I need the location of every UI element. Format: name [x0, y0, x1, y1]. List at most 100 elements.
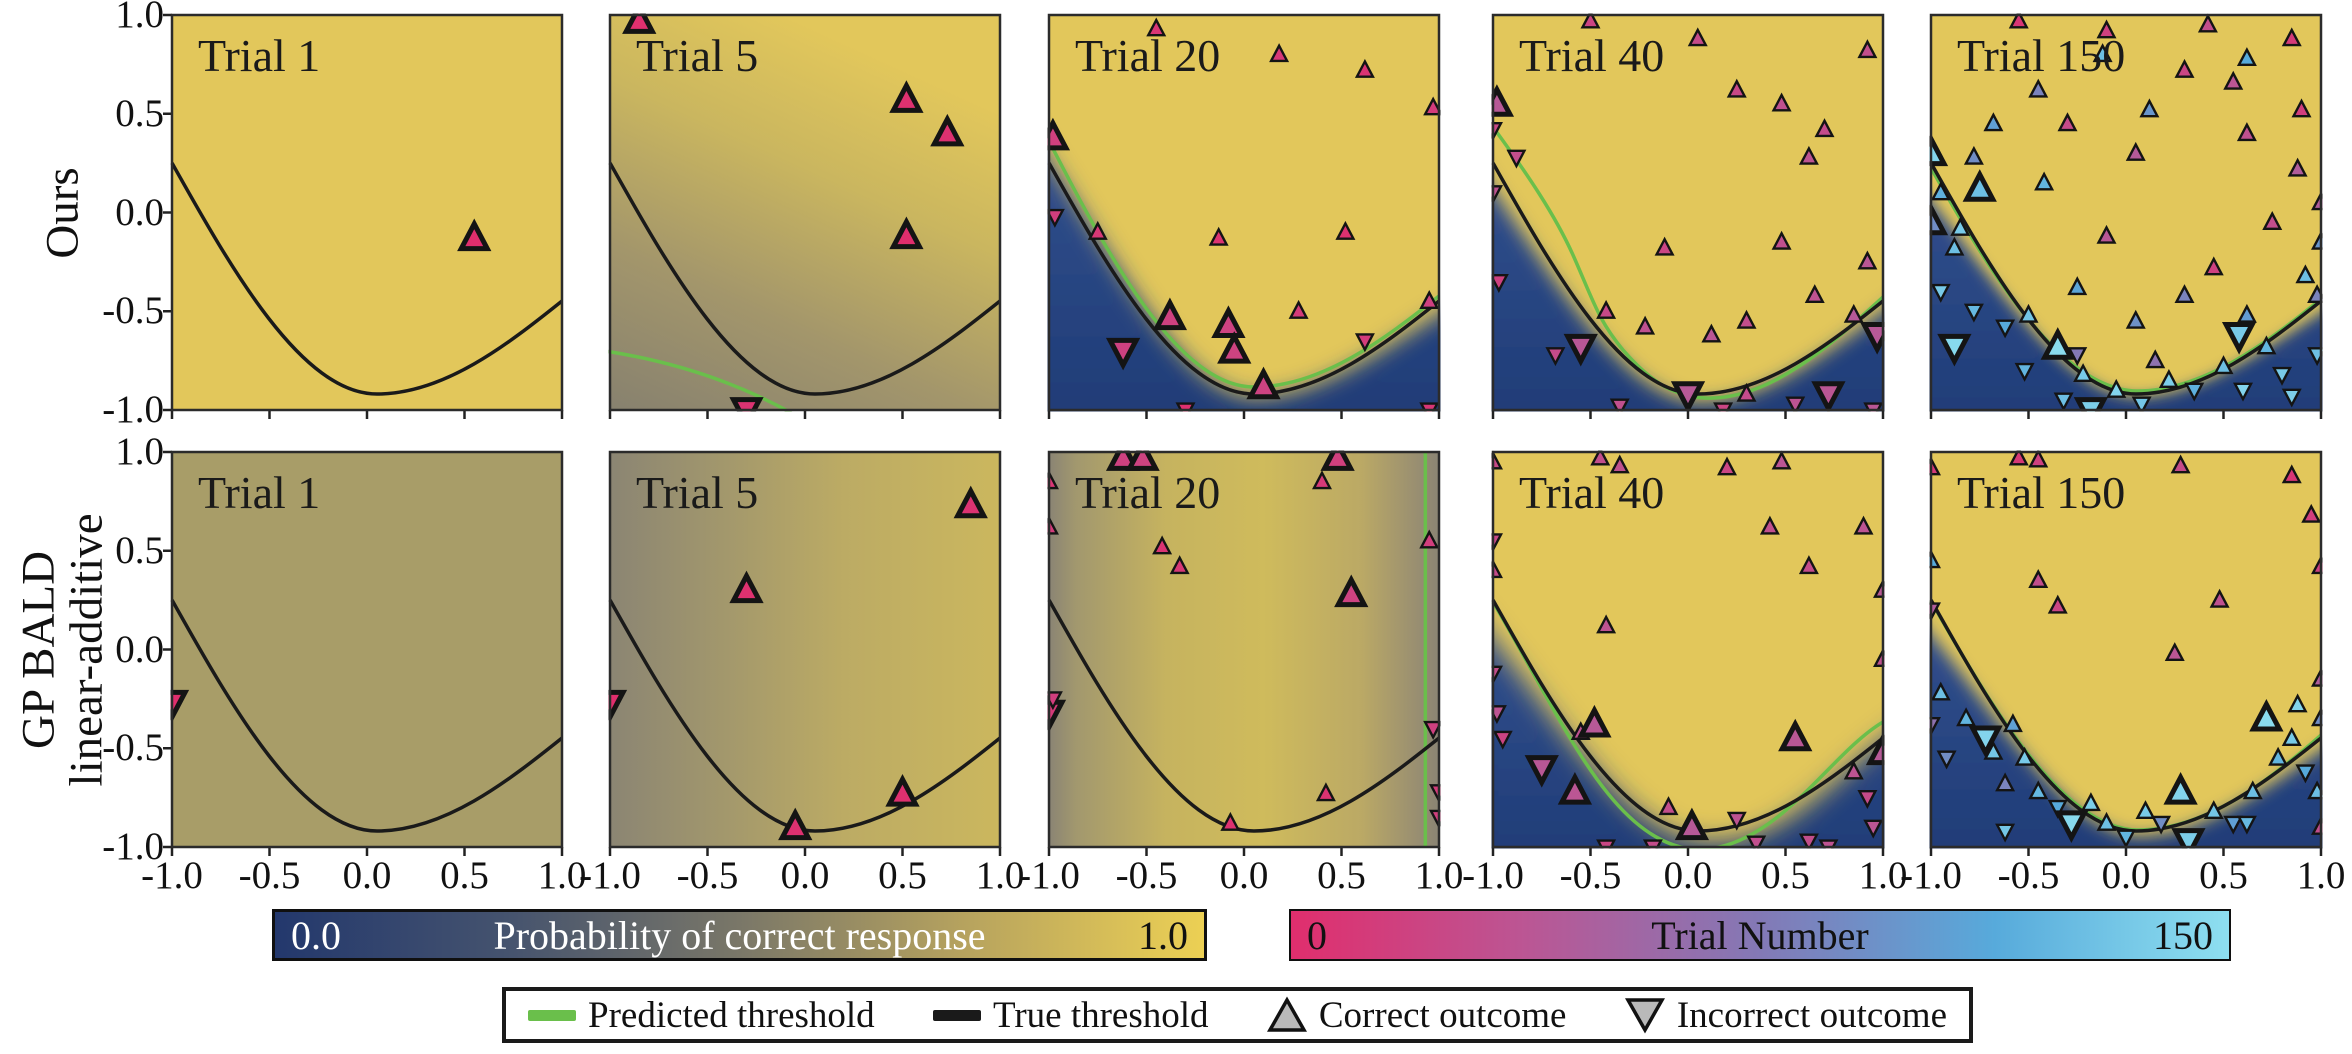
x-tick-label: 0.0 — [1663, 854, 1713, 897]
incorrect-outcome-marker — [1785, 396, 1806, 412]
panel-ours-trial-150: Trial 150 — [1929, 13, 2323, 419]
colorbar-trial-number: 0 Trial Number 150 — [1289, 909, 2231, 961]
incorrect-outcome-marker — [1506, 149, 1527, 169]
panel-plot: Trial 5 — [608, 13, 1002, 419]
correct-outcome-marker — [885, 774, 920, 807]
x-tick-label: 0.0 — [780, 854, 830, 897]
correct-outcome-marker — [1701, 323, 1722, 343]
colorbar-probability-label: Probability of correct response — [493, 912, 986, 958]
correct-outcome-marker — [2197, 13, 2218, 33]
correct-outcome-marker — [2203, 256, 2224, 276]
correct-outcome-marker — [2287, 693, 2308, 713]
incorrect-outcome-marker — [2221, 322, 2257, 355]
incorrect-outcome-marker — [1047, 208, 1065, 228]
true-threshold-curve — [608, 162, 1002, 396]
correct-outcome-marker — [1609, 454, 1630, 474]
incorrect-outcome-triangle-icon — [1624, 998, 1665, 1034]
panel-title: Trial 40 — [1519, 30, 1664, 81]
correct-outcome-marker — [1220, 811, 1241, 831]
correct-outcome-marker — [2073, 363, 2094, 383]
incorrect-outcome-marker — [1492, 730, 1513, 750]
x-tick-label: 1.0 — [537, 854, 587, 897]
true-threshold-curve — [1047, 162, 1441, 396]
predicted-threshold-curve — [1491, 125, 1885, 400]
row-label-gpbald-line1: GP BALD — [13, 550, 66, 749]
correct-outcome-marker — [1983, 112, 2004, 132]
correct-outcome-marker — [2291, 98, 2312, 118]
incorrect-outcome-marker — [729, 397, 764, 412]
incorrect-outcome-marker — [2014, 362, 2035, 382]
legend: Predicted threshold True threshold Corre… — [502, 987, 1973, 1043]
correct-outcome-marker — [2170, 454, 2191, 474]
correct-outcome-marker — [2295, 264, 2316, 284]
correct-outcome-marker — [1269, 43, 1290, 63]
correct-outcome-marker — [2057, 112, 2078, 132]
correct-outcome-marker — [2174, 284, 2195, 304]
incorrect-outcome-marker — [1563, 333, 1598, 367]
x-tick-label: -1.0 — [141, 854, 203, 897]
true-threshold-curve — [170, 162, 564, 396]
correct-outcome-marker — [2018, 303, 2039, 323]
colorbar-trial-min: 0 — [1307, 912, 1327, 958]
correct-outcome-marker — [1995, 772, 2016, 792]
correct-outcome-marker — [1152, 297, 1188, 331]
correct-outcome-marker — [729, 570, 764, 604]
correct-outcome-marker — [1804, 284, 1825, 304]
correct-outcome-marker — [889, 80, 924, 113]
correct-outcome-marker — [1759, 515, 1780, 535]
correct-outcome-marker — [1335, 220, 1356, 240]
x-tick-label: 0.0 — [342, 854, 392, 897]
correct-outcome-marker — [1590, 450, 1611, 466]
correct-outcome-marker — [1736, 309, 1757, 329]
correct-outcome-marker — [457, 218, 492, 252]
correct-outcome-marker — [953, 485, 988, 519]
correct-outcome-marker — [2096, 19, 2117, 39]
correct-outcome-marker — [1577, 704, 1612, 738]
correct-outcome-marker — [2223, 70, 2244, 90]
x-tick-label: 1.0 — [1414, 854, 1464, 897]
panel-title: Trial 5 — [636, 30, 758, 81]
correct-outcome-marker — [2213, 355, 2234, 375]
correct-outcome-marker — [2236, 303, 2257, 323]
incorrect-outcome-marker — [2073, 397, 2109, 412]
panel-title: Trial 1 — [198, 467, 320, 518]
incorrect-outcome-marker — [1995, 319, 2016, 339]
panel-gpbald-trial-1: Trial 1 — [163, 450, 564, 856]
true-threshold-curve — [170, 599, 564, 833]
legend-correct-outcome-label: Correct outcome — [1318, 994, 1567, 1036]
correct-outcome-marker — [1419, 529, 1440, 549]
colorbar-trial-max: 150 — [2153, 912, 2213, 958]
legend-item-true-threshold: True threshold — [933, 994, 1209, 1037]
panel-gpbald-trial-150: Trial 150 — [1929, 450, 2323, 856]
correct-outcome-triangle-icon — [1266, 996, 1307, 1032]
incorrect-outcome-marker — [2047, 799, 2068, 819]
predicted-threshold-line-icon — [528, 1009, 576, 1021]
panel-ours-trial-1: Trial 1 — [163, 13, 564, 419]
correct-outcome-marker — [2281, 464, 2302, 484]
true-threshold-line-icon — [933, 1009, 982, 1021]
correct-outcome-marker — [1087, 220, 1108, 240]
correct-outcome-marker — [2145, 349, 2166, 369]
panel-title: Trial 1 — [198, 30, 320, 81]
correct-outcome-marker — [1771, 450, 1792, 470]
incorrect-outcome-marker — [1746, 835, 1767, 849]
correct-outcome-marker — [1211, 305, 1246, 338]
panel-title: Trial 150 — [1957, 30, 2125, 81]
correct-outcome-marker — [1658, 796, 1679, 816]
y-tick-label: -0.5 — [102, 726, 164, 770]
correct-outcome-marker — [1798, 145, 1819, 165]
incorrect-outcome-marker — [1811, 381, 1846, 412]
correct-outcome-marker — [930, 113, 965, 147]
correct-outcome-marker — [1843, 303, 1864, 323]
correct-outcome-marker — [2028, 780, 2049, 800]
correct-outcome-marker — [1246, 366, 1281, 400]
incorrect-outcome-marker — [1995, 823, 2016, 843]
legend-predicted-threshold-label: Predicted threshold — [588, 994, 875, 1036]
correct-outcome-marker — [2106, 378, 2127, 398]
panel-plot: Trial 150 — [1929, 13, 2323, 419]
incorrect-outcome-marker — [2281, 388, 2302, 408]
colorbar-probability: 0.0 Probability of correct response 1.0 — [272, 909, 1207, 961]
panel-title: Trial 5 — [636, 467, 758, 518]
panel-title: Trial 150 — [1957, 467, 2125, 518]
